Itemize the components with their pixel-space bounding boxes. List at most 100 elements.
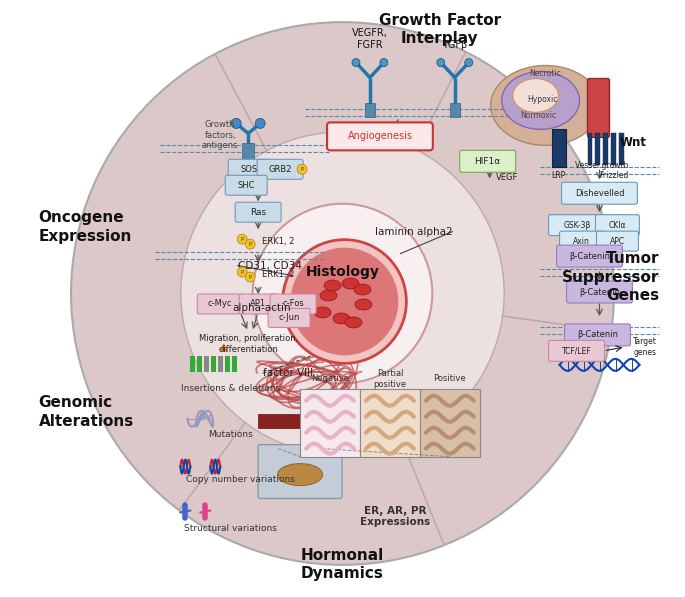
Ellipse shape	[333, 313, 350, 324]
Ellipse shape	[490, 66, 601, 145]
FancyBboxPatch shape	[566, 281, 632, 303]
Ellipse shape	[501, 72, 580, 130]
Bar	[612, 133, 616, 165]
Bar	[204, 356, 210, 372]
Circle shape	[237, 267, 247, 277]
Text: Ras: Ras	[250, 208, 266, 217]
Ellipse shape	[345, 317, 362, 328]
Bar	[588, 133, 593, 165]
Text: P: P	[301, 167, 303, 172]
Bar	[551, 130, 566, 167]
Circle shape	[380, 59, 388, 66]
Text: Insertions & deletions: Insertions & deletions	[181, 384, 279, 393]
Text: CD31, CD34: CD31, CD34	[238, 260, 301, 270]
Text: SHC: SHC	[238, 181, 255, 190]
Text: APC: APC	[610, 236, 625, 245]
Bar	[595, 133, 601, 165]
Text: GSK-3β: GSK-3β	[564, 221, 591, 230]
Text: TGFβ: TGFβ	[442, 39, 467, 50]
Text: Necrotic: Necrotic	[530, 69, 562, 78]
FancyBboxPatch shape	[564, 324, 630, 346]
Circle shape	[237, 234, 247, 244]
FancyBboxPatch shape	[327, 122, 433, 150]
Text: ERK1, 2: ERK1, 2	[262, 236, 295, 245]
FancyBboxPatch shape	[560, 231, 603, 251]
Text: GRB2: GRB2	[269, 165, 292, 174]
Bar	[219, 356, 223, 372]
Text: SOS: SOS	[240, 165, 258, 174]
Text: HIF1α: HIF1α	[475, 157, 501, 166]
FancyBboxPatch shape	[270, 294, 316, 314]
Text: VEGF: VEGF	[495, 173, 518, 181]
Text: Growth
factors,
antigens: Growth factors, antigens	[202, 121, 238, 150]
Text: Histology: Histology	[306, 264, 379, 279]
Ellipse shape	[320, 290, 337, 301]
Bar	[619, 133, 625, 165]
Ellipse shape	[324, 280, 341, 291]
FancyBboxPatch shape	[228, 159, 270, 179]
Text: Genomic
Alterations: Genomic Alterations	[38, 395, 134, 429]
Circle shape	[283, 239, 406, 364]
FancyBboxPatch shape	[257, 159, 303, 179]
Text: β-Catenin: β-Catenin	[579, 288, 620, 297]
Text: Axin: Axin	[573, 236, 590, 245]
Text: c-Fos: c-Fos	[282, 300, 304, 309]
Text: Positive: Positive	[434, 374, 466, 383]
Text: Tumor
Suppressor
Genes: Tumor Suppressor Genes	[562, 251, 660, 303]
Circle shape	[181, 132, 504, 455]
Bar	[232, 356, 237, 372]
Circle shape	[245, 239, 256, 249]
Text: VEGFR,
FGFR: VEGFR, FGFR	[352, 28, 388, 50]
Text: Angiogenesis: Angiogenesis	[347, 131, 412, 141]
Circle shape	[290, 248, 398, 355]
Ellipse shape	[342, 278, 359, 289]
FancyBboxPatch shape	[557, 245, 623, 267]
Circle shape	[352, 59, 360, 66]
Text: Oncogene
Expression: Oncogene Expression	[38, 210, 132, 244]
Text: laminin alpha2: laminin alpha2	[375, 227, 452, 236]
FancyBboxPatch shape	[549, 215, 606, 236]
Text: P: P	[249, 275, 252, 279]
Text: P: P	[249, 242, 252, 247]
Text: Structural variations: Structural variations	[184, 524, 277, 533]
Text: Wnt: Wnt	[620, 136, 647, 149]
Text: TCF/LEF: TCF/LEF	[562, 346, 591, 355]
FancyBboxPatch shape	[225, 176, 267, 195]
Ellipse shape	[355, 299, 372, 310]
Text: Growth Factor
Interplay: Growth Factor Interplay	[379, 13, 501, 46]
Text: Mutations: Mutations	[208, 430, 253, 439]
Text: Partial
positive: Partial positive	[373, 369, 406, 389]
Bar	[190, 356, 195, 372]
Ellipse shape	[512, 79, 558, 112]
Circle shape	[71, 22, 614, 565]
Text: P: P	[240, 236, 244, 242]
Text: Migration, proliferation,
differentiation: Migration, proliferation, differentiatio…	[199, 334, 298, 353]
Text: Hypoxic: Hypoxic	[527, 95, 558, 104]
Circle shape	[437, 59, 445, 66]
Text: P: P	[240, 270, 244, 275]
Circle shape	[256, 118, 265, 128]
Bar	[365, 103, 375, 118]
Ellipse shape	[314, 307, 331, 318]
Bar	[197, 356, 202, 372]
Text: Vessel growth: Vessel growth	[575, 161, 628, 170]
FancyBboxPatch shape	[235, 202, 281, 222]
Circle shape	[253, 204, 432, 383]
Bar	[603, 133, 608, 165]
Text: Target
genes: Target genes	[634, 337, 658, 356]
FancyBboxPatch shape	[239, 294, 277, 314]
Text: factor VIII: factor VIII	[262, 368, 313, 378]
Bar	[450, 103, 460, 118]
Text: Dishevelled: Dishevelled	[575, 189, 624, 198]
Bar	[258, 414, 427, 428]
Bar	[300, 389, 360, 457]
Text: Hormonal
Dynamics: Hormonal Dynamics	[301, 547, 384, 581]
Text: Frizzled: Frizzled	[599, 171, 628, 180]
FancyBboxPatch shape	[197, 294, 243, 314]
Text: ER, AR, PR
Expressions: ER, AR, PR Expressions	[360, 506, 430, 527]
Text: AP1: AP1	[250, 300, 266, 309]
Ellipse shape	[354, 284, 371, 295]
Text: LRP: LRP	[551, 171, 566, 180]
Text: c-Jun: c-Jun	[278, 313, 300, 322]
Bar	[420, 389, 479, 457]
